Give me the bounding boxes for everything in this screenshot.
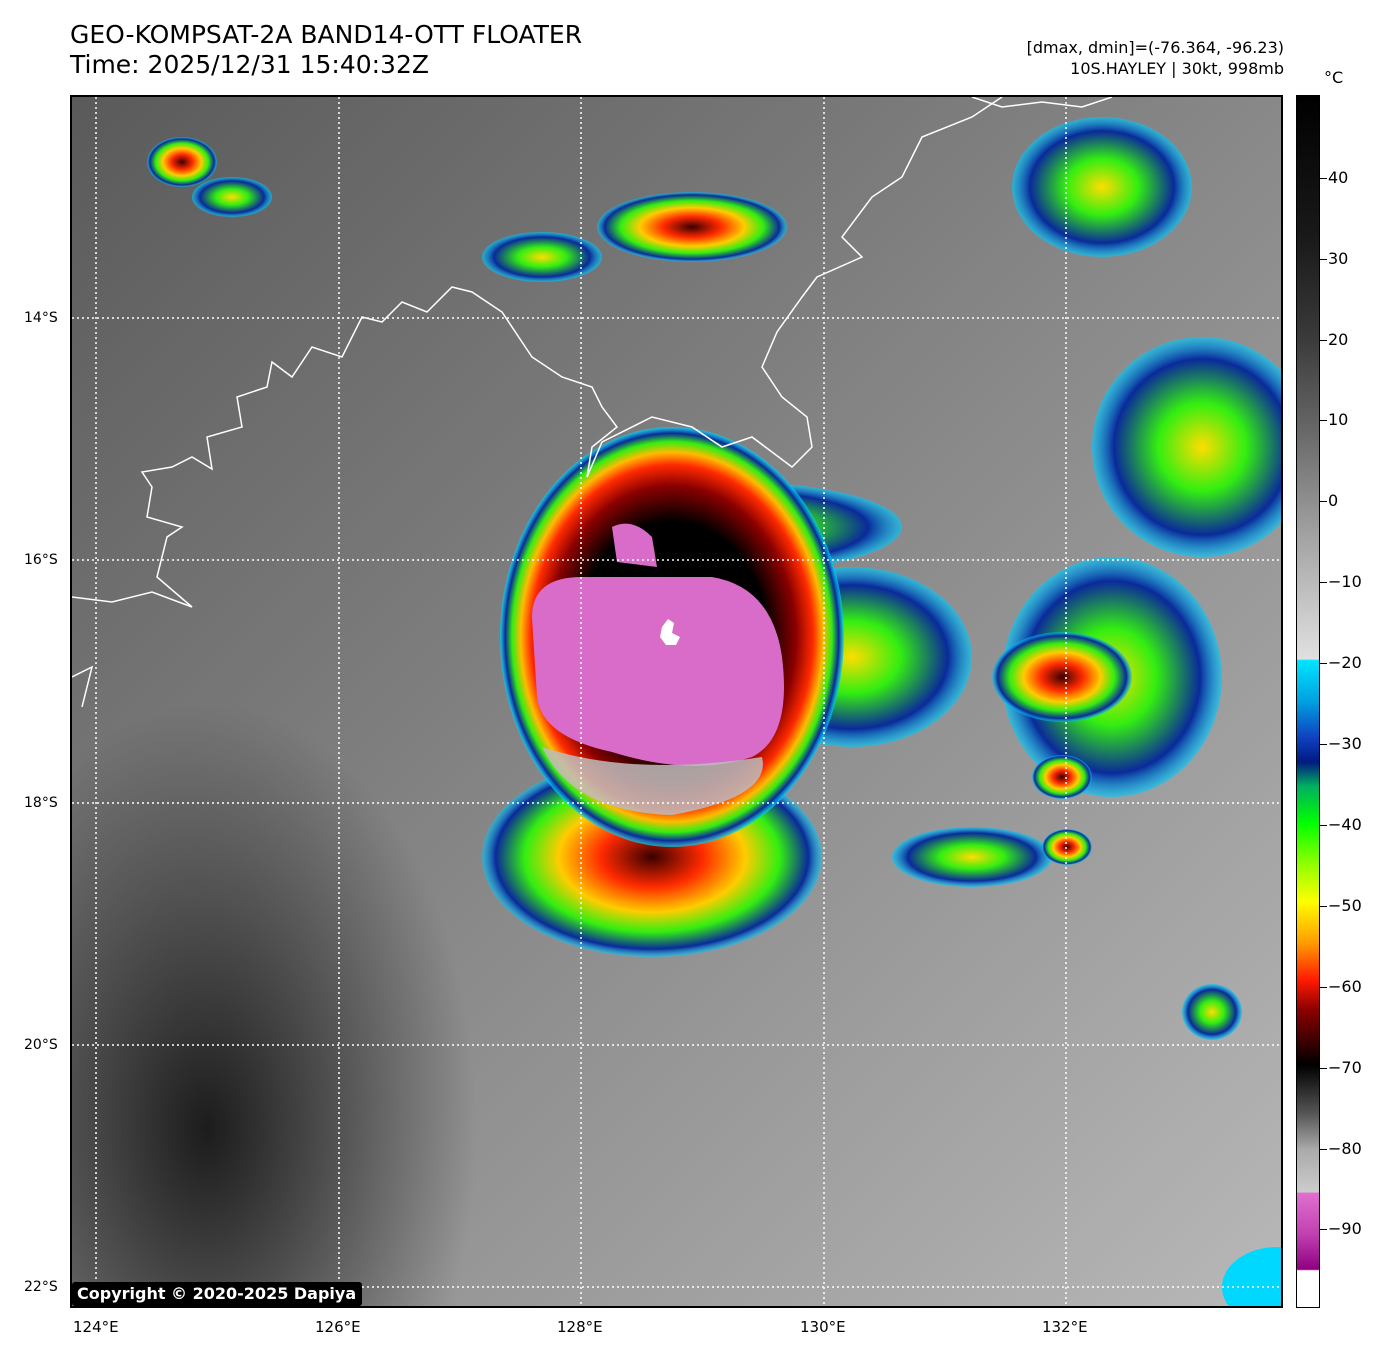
colorbar-tick — [1320, 259, 1327, 260]
lat-label-14s: 14°S — [24, 310, 58, 326]
colorbar-label-m50: −50 — [1328, 896, 1362, 915]
coastline-north — [971, 97, 1113, 108]
cold-cloud-lobe — [612, 523, 657, 567]
colorbar-tick — [1320, 1068, 1327, 1069]
colorbar-label-10: 10 — [1328, 410, 1349, 429]
colorbar-label-m30: −30 — [1328, 734, 1362, 753]
coastline — [72, 97, 1003, 608]
hot-tower-nw — [147, 137, 217, 187]
colorbar-tick — [1320, 340, 1327, 341]
convection-small — [892, 827, 1052, 887]
lat-label-22s: 22°S — [24, 1279, 58, 1295]
lat-label-20s: 20°S — [24, 1037, 58, 1053]
colorbar-label-m90: −90 — [1328, 1219, 1362, 1238]
copyright-label: Copyright © 2020-2025 Dapiya — [72, 1282, 363, 1306]
lon-label-126e: 126°E — [315, 1318, 361, 1336]
storm-meta: [dmax, dmin]=(-76.364, -96.23) 10S.HAYLE… — [1027, 37, 1284, 79]
colorbar-label-m20: −20 — [1328, 653, 1362, 672]
colorbar-label-m10: −10 — [1328, 572, 1362, 591]
lon-label-128e: 128°E — [557, 1318, 603, 1336]
hot-tower-east — [992, 632, 1132, 722]
colorbar-unit: °C — [1324, 68, 1344, 87]
title-line-1: GEO-KOMPSAT-2A BAND14-OTT FLOATER — [70, 20, 583, 49]
meta-line-2: 10S.HAYLEY | 30kt, 998mb — [1070, 59, 1284, 78]
hot-tower-north — [597, 192, 787, 262]
hot-cell-east — [1032, 755, 1092, 799]
lat-label-18s: 18°S — [24, 795, 58, 811]
coldest-pixel-spot — [660, 619, 680, 645]
colorbar-label-m60: −60 — [1328, 977, 1362, 996]
colorbar-label-20: 20 — [1328, 330, 1349, 349]
colorbar-label-30: 30 — [1328, 249, 1349, 268]
convection-northeast — [1012, 117, 1192, 257]
lon-label-132e: 132°E — [1042, 1318, 1088, 1336]
satellite-map — [70, 95, 1283, 1308]
colorbar-label-m40: −40 — [1328, 815, 1362, 834]
colorbar-tick — [1320, 582, 1327, 583]
convection-cell — [1182, 984, 1242, 1040]
colorbar-label-40: 40 — [1328, 168, 1349, 187]
lon-label-124e: 124°E — [73, 1318, 119, 1336]
cold-cloud-top — [532, 577, 784, 766]
cyan-corner — [1222, 1247, 1281, 1306]
colorbar-tick — [1320, 420, 1327, 421]
cell-nw — [192, 177, 272, 217]
colorbar-label-m80: −80 — [1328, 1139, 1362, 1158]
convection-east — [1092, 337, 1281, 557]
cdo-gray-edge — [542, 747, 763, 815]
chart-title: GEO-KOMPSAT-2A BAND14-OTT FLOATER Time: … — [70, 20, 582, 80]
lon-label-130e: 130°E — [800, 1318, 846, 1336]
title-line-2: Time: 2025/12/31 15:40:32Z — [70, 50, 429, 79]
colorbar-tick — [1320, 1229, 1327, 1230]
meta-line-1: [dmax, dmin]=(-76.364, -96.23) — [1026, 38, 1284, 57]
colorbar — [1296, 95, 1320, 1308]
colorbar-tick — [1320, 663, 1327, 664]
colorbar-tick — [1320, 987, 1327, 988]
colorbar-tick — [1320, 825, 1327, 826]
colorbar-label-0: 0 — [1328, 491, 1339, 510]
lat-label-16s: 16°S — [24, 552, 58, 568]
cell-north — [482, 232, 602, 282]
satellite-imagery — [72, 97, 1281, 1306]
colorbar-tick — [1320, 1149, 1327, 1150]
colorbar-tick — [1320, 501, 1327, 502]
coastline-islands — [72, 665, 94, 708]
hot-cell-se — [1042, 829, 1092, 865]
colorbar-tick — [1320, 744, 1327, 745]
colorbar-tick — [1320, 906, 1327, 907]
colorbar-tick — [1320, 178, 1327, 179]
colorbar-label-m70: −70 — [1328, 1058, 1362, 1077]
